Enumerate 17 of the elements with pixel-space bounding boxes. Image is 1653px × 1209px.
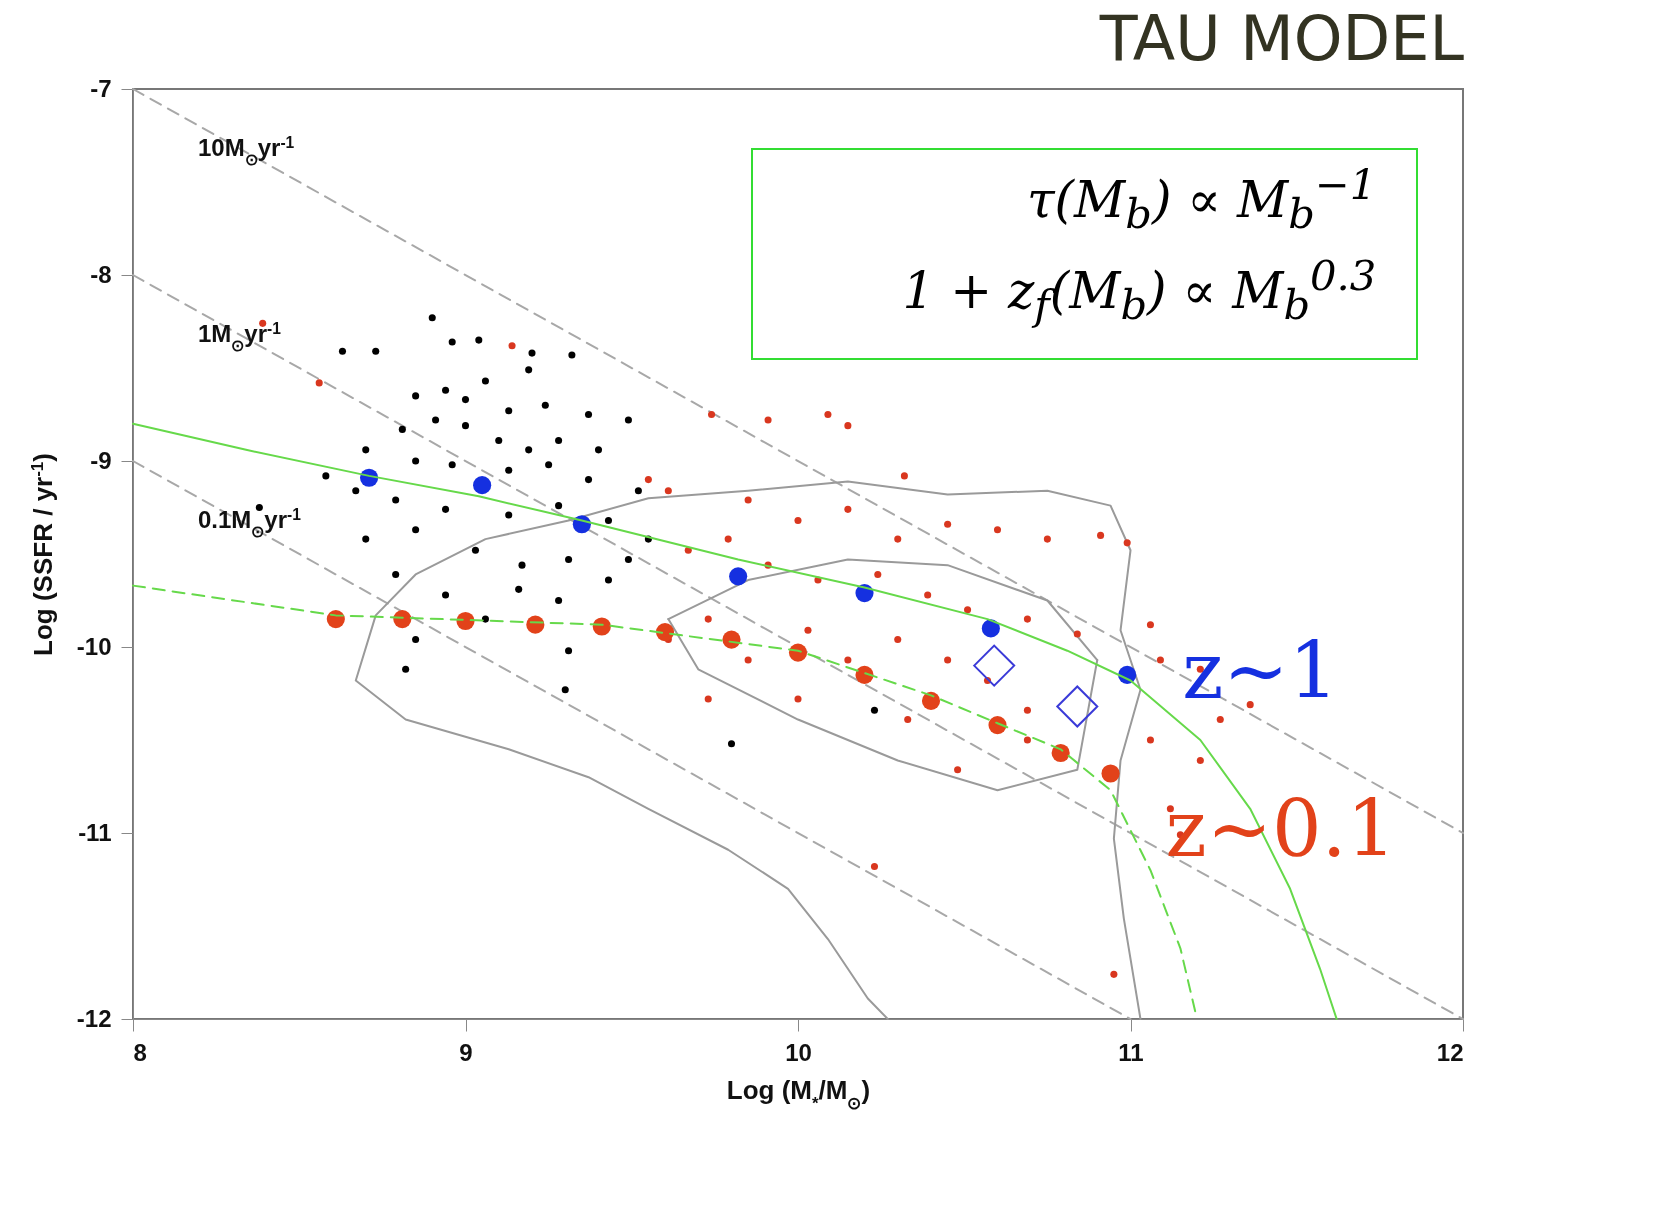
y-tick-label: -9: [90, 446, 112, 474]
x-tick-label: 11: [1118, 1038, 1144, 1066]
x-tick-label: 9: [459, 1038, 473, 1066]
y-tick-label: -11: [78, 818, 112, 846]
series-label: 10M$_{⊙}$yr$^{-1}$: [198, 133, 295, 168]
series-label: 1M$_{⊙}$yr$^{-1}$: [198, 319, 282, 354]
x-tick-label: 10: [785, 1038, 812, 1066]
y-tick-label: -10: [76, 632, 112, 660]
y-tick-label: -8: [90, 260, 112, 288]
x-tick-label: 12: [1436, 1038, 1464, 1066]
x-tick-label: 8: [133, 1038, 147, 1066]
y-tick-label: -7: [90, 74, 112, 102]
series-label: z~1: [1182, 625, 1339, 716]
series-label: 0.1M$_{⊙}$yr$^{-1}$: [198, 505, 302, 540]
chart-title: TAU MODEL: [1098, 2, 1465, 75]
x-axis-title: Log (M$_{*}$/M$_{⊙}$): [726, 1074, 871, 1112]
y-tick-label: -12: [76, 1004, 112, 1032]
